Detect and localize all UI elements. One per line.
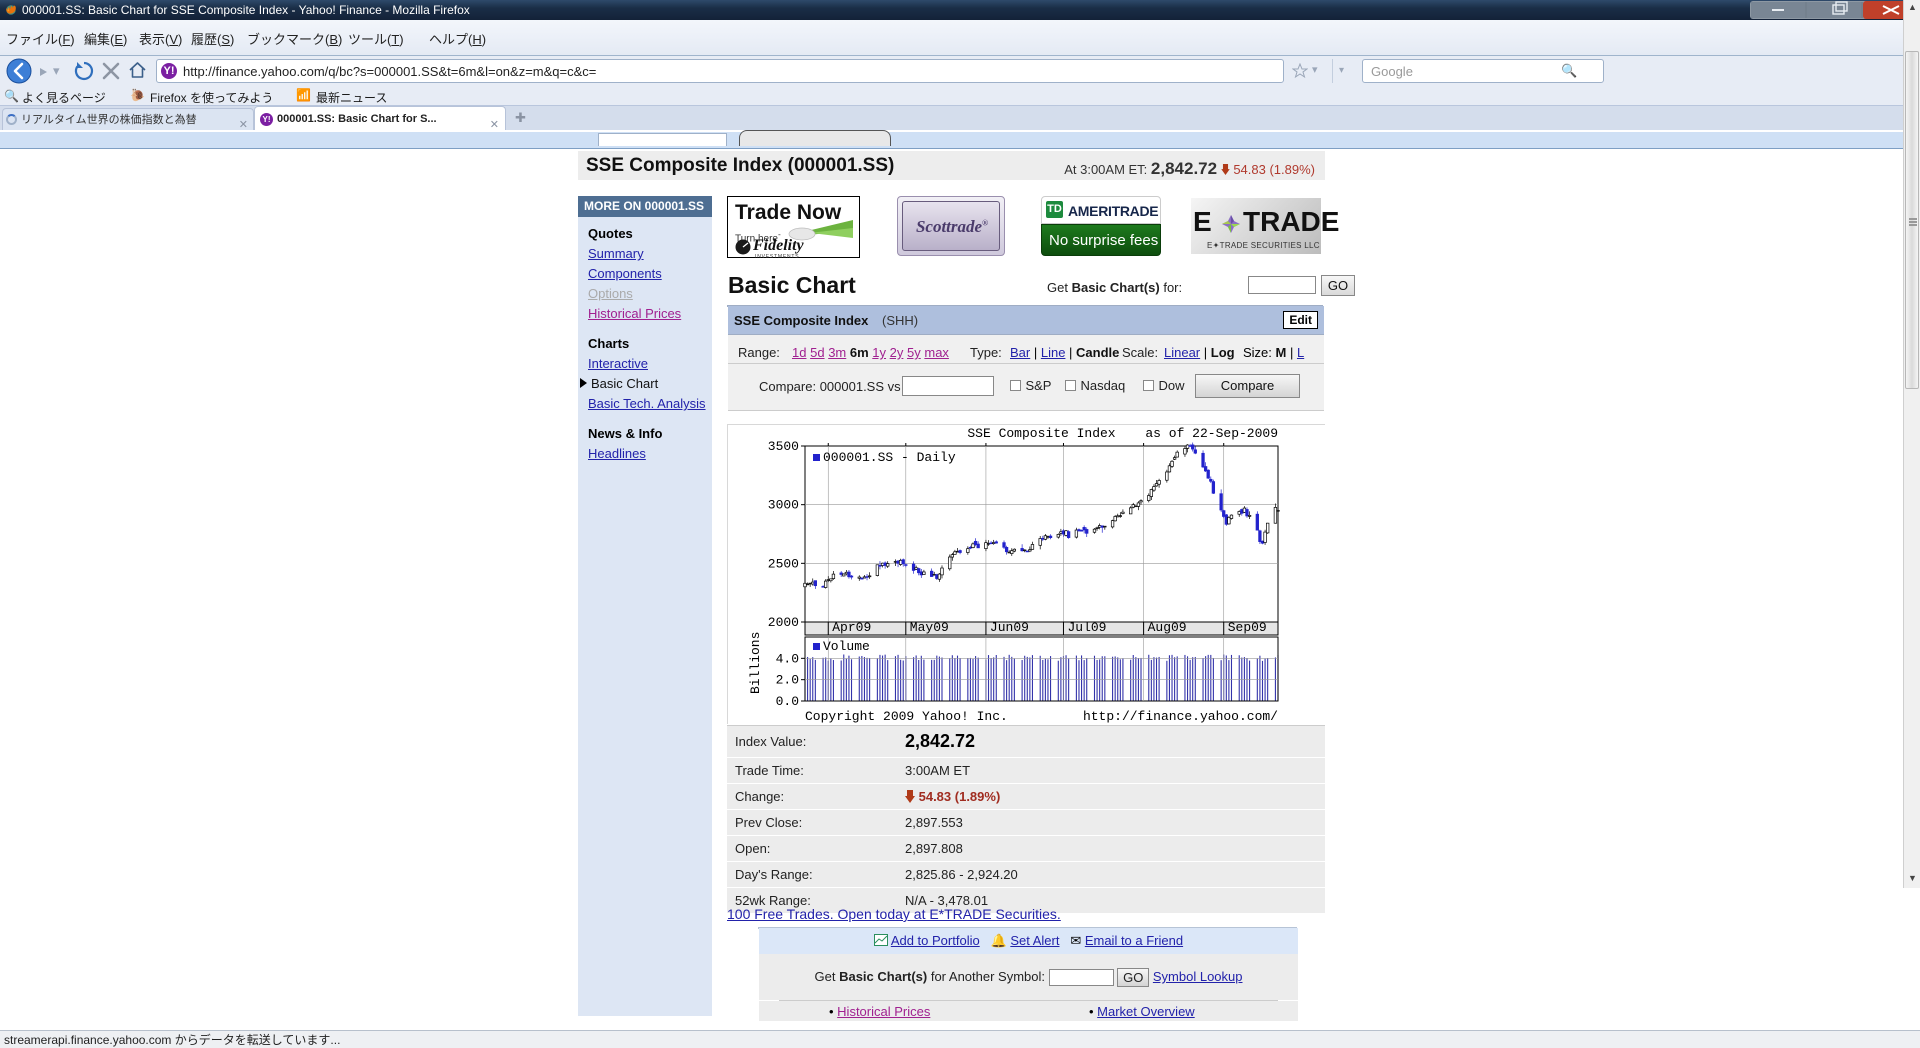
svg-text:0.0: 0.0	[776, 694, 799, 709]
svg-text:May09: May09	[910, 620, 949, 635]
svg-text:SSE Composite Index: SSE Composite Index	[967, 426, 1115, 441]
svg-text:2000: 2000	[768, 615, 799, 630]
svg-text:Jul09: Jul09	[1067, 620, 1106, 635]
svg-text:Sep09: Sep09	[1228, 620, 1267, 635]
svg-text:Jun09: Jun09	[990, 620, 1029, 635]
svg-text:2500: 2500	[768, 556, 799, 571]
svg-text:000001.SS - Daily: 000001.SS - Daily	[823, 450, 956, 465]
svg-text:Billions: Billions	[748, 632, 763, 694]
svg-text:Volume: Volume	[823, 639, 870, 654]
svg-text:3000: 3000	[768, 498, 799, 513]
svg-text:Aug09: Aug09	[1148, 620, 1187, 635]
svg-text:2.0: 2.0	[776, 673, 799, 688]
svg-text:3500: 3500	[768, 439, 799, 454]
svg-text:Copyright 2009 Yahoo! Inc.: Copyright 2009 Yahoo! Inc.	[805, 709, 1008, 724]
svg-text:Apr09: Apr09	[832, 620, 871, 635]
svg-text:as of 22-Sep-2009: as of 22-Sep-2009	[1145, 426, 1278, 441]
svg-text:http://finance.yahoo.com/: http://finance.yahoo.com/	[1083, 709, 1278, 724]
svg-text:4.0: 4.0	[776, 651, 799, 666]
